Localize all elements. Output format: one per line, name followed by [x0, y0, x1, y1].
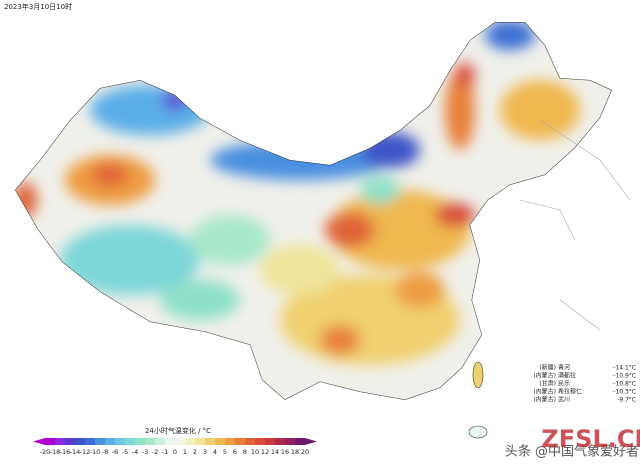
colorbar-tick-label: 8 [243, 448, 247, 456]
colorbar-end-high [305, 438, 317, 445]
station-list: (新疆) 青河 -14.1°C(内蒙古) 满都拉 -10.9°C(甘肃) 民乐 -10.8°… [533, 364, 636, 404]
colorbar-segment [255, 438, 266, 445]
taiwan [472, 361, 484, 389]
colorbar-segment [285, 438, 296, 445]
colorbar-tick-label: -16 [60, 448, 71, 456]
colorbar-tick-label: 14 [271, 448, 279, 456]
colorbar-segment [65, 438, 76, 445]
colorbar-tick-label: -4 [132, 448, 138, 456]
colorbar-tick-label: 0 [173, 448, 177, 456]
colorbar-segment [245, 438, 256, 445]
station-value: -10.8°C [613, 381, 636, 388]
station-value: -10.3°C [613, 389, 636, 396]
station-region: (内蒙古) [533, 388, 556, 396]
station-value: -9.7°C [617, 397, 636, 404]
colorbar-segment [125, 438, 136, 445]
colorbar-segment [145, 438, 156, 445]
colorbar-segment [235, 438, 246, 445]
colorbar-tick-label: 5 [223, 448, 227, 456]
watermark-logo: ZFSL.CN [541, 425, 640, 453]
colorbar-segment [135, 438, 146, 445]
colorbar-tick-label: 16 [281, 448, 289, 456]
colorbar-segment [45, 438, 56, 445]
colorbar-segment [95, 438, 106, 445]
colorbar-tick-label: -10 [90, 448, 101, 456]
colorbar-segment [205, 438, 216, 445]
colorbar-segment [195, 438, 206, 445]
colorbar-segment [55, 438, 66, 445]
colorbar-tick-label: -20 [40, 448, 51, 456]
colorbar-segment [165, 438, 176, 445]
station-region: (内蒙古) [533, 372, 556, 380]
colorbar-segment [185, 438, 196, 445]
colorbar-segment [225, 438, 236, 445]
colorbar-tick-label: 4 [213, 448, 217, 456]
neighbor-borders [519, 119, 631, 331]
colorbar-tick-label: -2 [152, 448, 158, 456]
colorbar-tick-label: -8 [102, 448, 108, 456]
colorbar-tick-label: 6 [233, 448, 237, 456]
colorbar-tick-label: -14 [70, 448, 81, 456]
colorbar-tick-label: -18 [50, 448, 61, 456]
colorbar-end-low [33, 438, 45, 445]
station-region: (甘肃) [539, 380, 556, 388]
timestamp: 2023年3月10日10时 [4, 2, 72, 11]
colorbar-tick-label: 12 [261, 448, 269, 456]
colorbar-tick-label: -12 [80, 448, 91, 456]
colorbar-tick-label: 2 [193, 448, 197, 456]
colorbar-segment [155, 438, 166, 445]
station-name: 满都拉 [558, 372, 576, 380]
station-region: (新疆) [539, 364, 556, 372]
colorbar-segment [275, 438, 286, 445]
colorbar-tick-label: 3 [203, 448, 207, 456]
station-name: 青河 [558, 364, 570, 372]
colorbar-tick-label: -3 [142, 448, 148, 456]
colorbar-tick-label: 10 [251, 448, 259, 456]
colorbar-segment [115, 438, 126, 445]
station-name: 武川 [558, 396, 570, 404]
colorbar-tick-label: 18 [291, 448, 299, 456]
station-name: 民乐 [558, 381, 570, 388]
colorbar-tick-label: -5 [122, 448, 128, 456]
colorbar-tick-label: 1 [183, 448, 187, 456]
colorbar-tick-label: 20 [301, 448, 309, 456]
colorbar-segment [265, 438, 276, 445]
colorbar-segment [175, 438, 186, 445]
colorbar-segment [85, 438, 96, 445]
colorbar-tick-label: -6 [112, 448, 118, 456]
colorbar-label: 24小时气温变化 / °C [145, 426, 211, 435]
colorbar-segment [295, 438, 306, 445]
watermark-source: 头条 @中国气象爱好者 [505, 444, 639, 460]
station-name: 希拉穆仁 [558, 388, 582, 396]
station-value: -14.1°C [613, 365, 636, 372]
colorbar-segment [215, 438, 226, 445]
station-region: (内蒙古) [533, 396, 556, 404]
colorbar-segment [75, 438, 86, 445]
colorbar-tick-label: -1 [162, 448, 168, 456]
colorbar: -20 -18 -16 -14 -12 -10 -8 -6 -5 -4 -3 -2 -1 0 1 2 3 4 5 6 8… [33, 438, 317, 456]
hainan [468, 425, 488, 439]
station-value: -10.9°C [613, 373, 636, 380]
colorbar-segment [105, 438, 116, 445]
